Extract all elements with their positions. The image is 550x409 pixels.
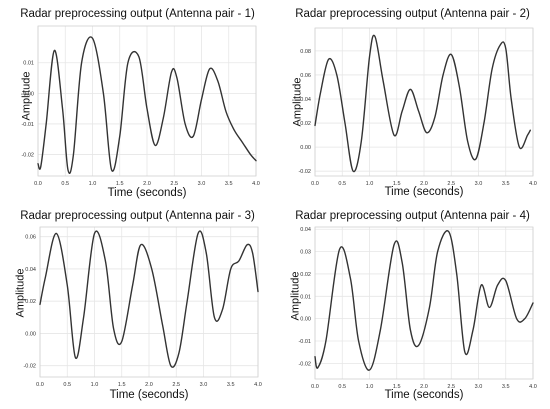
plot-area: 0.0 0.5 1.0 1.5 2.0 2.5 3.0 3.5 4.0 -0.02 -0.01 0.0… xyxy=(21,25,260,187)
y-tick-label: 0.00 xyxy=(23,91,34,97)
y-tick-label: -0.02 xyxy=(298,169,311,175)
y-tick-label: 0.06 xyxy=(300,73,311,79)
y-axis-label: Amplitude xyxy=(14,268,27,318)
x-tick-label: 2.5 xyxy=(447,181,455,187)
plot-area: 0.0 0.5 1.0 1.5 2.0 2.5 3.0 3.5 4.0 -0.02 0.00 0.02… xyxy=(23,226,262,388)
chart-panel-1: Radar preprocessing output (Antenna pair… xyxy=(0,0,275,204)
x-tick-label: 3.0 xyxy=(198,181,206,187)
x-tick-label: 1.0 xyxy=(89,181,97,187)
y-tick-label: -0.02 xyxy=(21,153,34,159)
x-tick-label: 3.5 xyxy=(502,181,510,187)
x-tick-label: 0.0 xyxy=(34,181,42,187)
x-tick-label: 2.5 xyxy=(172,382,180,388)
series-line xyxy=(314,34,531,173)
y-tick-label: 0.08 xyxy=(300,49,311,55)
chart-panel-4: Radar preprocessing output (Antenna pair… xyxy=(275,205,550,409)
plot-area: 0.0 0.5 1.0 1.5 2.0 2.5 3.0 3.5 4.0 -0.02 0.00 0.02… xyxy=(298,27,537,187)
x-tick-label: 0.5 xyxy=(63,382,71,388)
x-tick-label: 1.5 xyxy=(118,382,126,388)
x-axis-label: Time (seconds) xyxy=(384,186,464,198)
x-tick-label: 3.5 xyxy=(225,181,233,187)
y-tick-label: 0.02 xyxy=(300,121,311,127)
x-tick-label: 2.0 xyxy=(143,181,151,187)
x-tick-label: 1.0 xyxy=(366,181,374,187)
x-tick-label: 0.0 xyxy=(36,382,44,388)
x-tick-label: 2.5 xyxy=(170,181,178,187)
x-tick-label: 0.5 xyxy=(61,181,69,187)
x-tick-label: 3.0 xyxy=(475,181,483,187)
x-tick-label: 2.0 xyxy=(145,382,153,388)
x-tick-label: 3.5 xyxy=(502,384,510,390)
y-tick-label: 0.02 xyxy=(300,272,311,278)
x-tick-label: 0.5 xyxy=(338,384,346,390)
y-tick-label: -0.02 xyxy=(298,361,311,367)
x-tick-label: 4.0 xyxy=(529,384,537,390)
x-axis-label: Time (seconds) xyxy=(107,187,187,199)
x-tick-label: 2.5 xyxy=(447,384,455,390)
chart-title: Radar preprocessing output (Antenna pair… xyxy=(295,8,530,20)
chart-panel-3: Radar preprocessing output (Antenna pair… xyxy=(0,205,275,409)
x-tick-label: 3.0 xyxy=(200,382,208,388)
x-axis-label: Time (seconds) xyxy=(109,389,189,401)
y-tick-label: 0.01 xyxy=(23,61,34,67)
x-tick-label: 3.0 xyxy=(475,384,483,390)
x-tick-label: 4.0 xyxy=(254,382,262,388)
y-tick-label: 0.04 xyxy=(300,227,311,233)
y-tick-label: 0.03 xyxy=(300,250,311,256)
x-tick-label: 2.0 xyxy=(420,181,428,187)
series-line xyxy=(39,230,259,368)
y-tick-label: -0.01 xyxy=(21,122,34,128)
chart-title: Radar preprocessing output (Antenna pair… xyxy=(295,210,530,222)
chart-title: Radar preprocessing output (Antenna pair… xyxy=(20,8,255,20)
x-tick-label: 1.5 xyxy=(393,181,401,187)
y-tick-label: 0.04 xyxy=(25,267,36,273)
y-tick-label: 0.02 xyxy=(25,299,36,305)
chart-title: Radar preprocessing output (Antenna pair… xyxy=(20,210,255,222)
x-tick-label: 3.5 xyxy=(227,382,235,388)
y-tick-label: 0.04 xyxy=(300,97,311,103)
y-tick-label: 0.00 xyxy=(300,145,311,151)
series-line xyxy=(37,36,257,174)
y-tick-label: 0.00 xyxy=(25,331,36,337)
x-tick-label: 4.0 xyxy=(529,181,537,187)
x-tick-label: 1.0 xyxy=(366,384,374,390)
plot-area: 0.0 0.5 1.0 1.5 2.0 2.5 3.0 3.5 4.0 -0.02 -0.01 0.0… xyxy=(298,226,537,390)
x-tick-label: 2.0 xyxy=(420,384,428,390)
x-tick-label: 0.5 xyxy=(338,181,346,187)
y-tick-label: -0.02 xyxy=(23,364,36,370)
y-tick-label: -0.01 xyxy=(298,339,311,345)
x-tick-label: 1.5 xyxy=(116,181,124,187)
x-tick-label: 0.0 xyxy=(311,384,319,390)
series-line xyxy=(314,230,534,371)
x-tick-label: 1.5 xyxy=(393,384,401,390)
plot-frame xyxy=(37,25,257,177)
y-tick-label: 0.00 xyxy=(300,317,311,323)
chart-panel-2: Radar preprocessing output (Antenna pair… xyxy=(275,0,550,204)
x-tick-label: 0.0 xyxy=(311,181,319,187)
x-axis-label: Time (seconds) xyxy=(384,389,464,401)
plot-frame xyxy=(314,27,534,177)
x-tick-label: 1.0 xyxy=(91,382,99,388)
y-tick-label: 0.06 xyxy=(25,235,36,241)
y-tick-label: 0.01 xyxy=(300,294,311,300)
x-tick-label: 4.0 xyxy=(252,181,260,187)
